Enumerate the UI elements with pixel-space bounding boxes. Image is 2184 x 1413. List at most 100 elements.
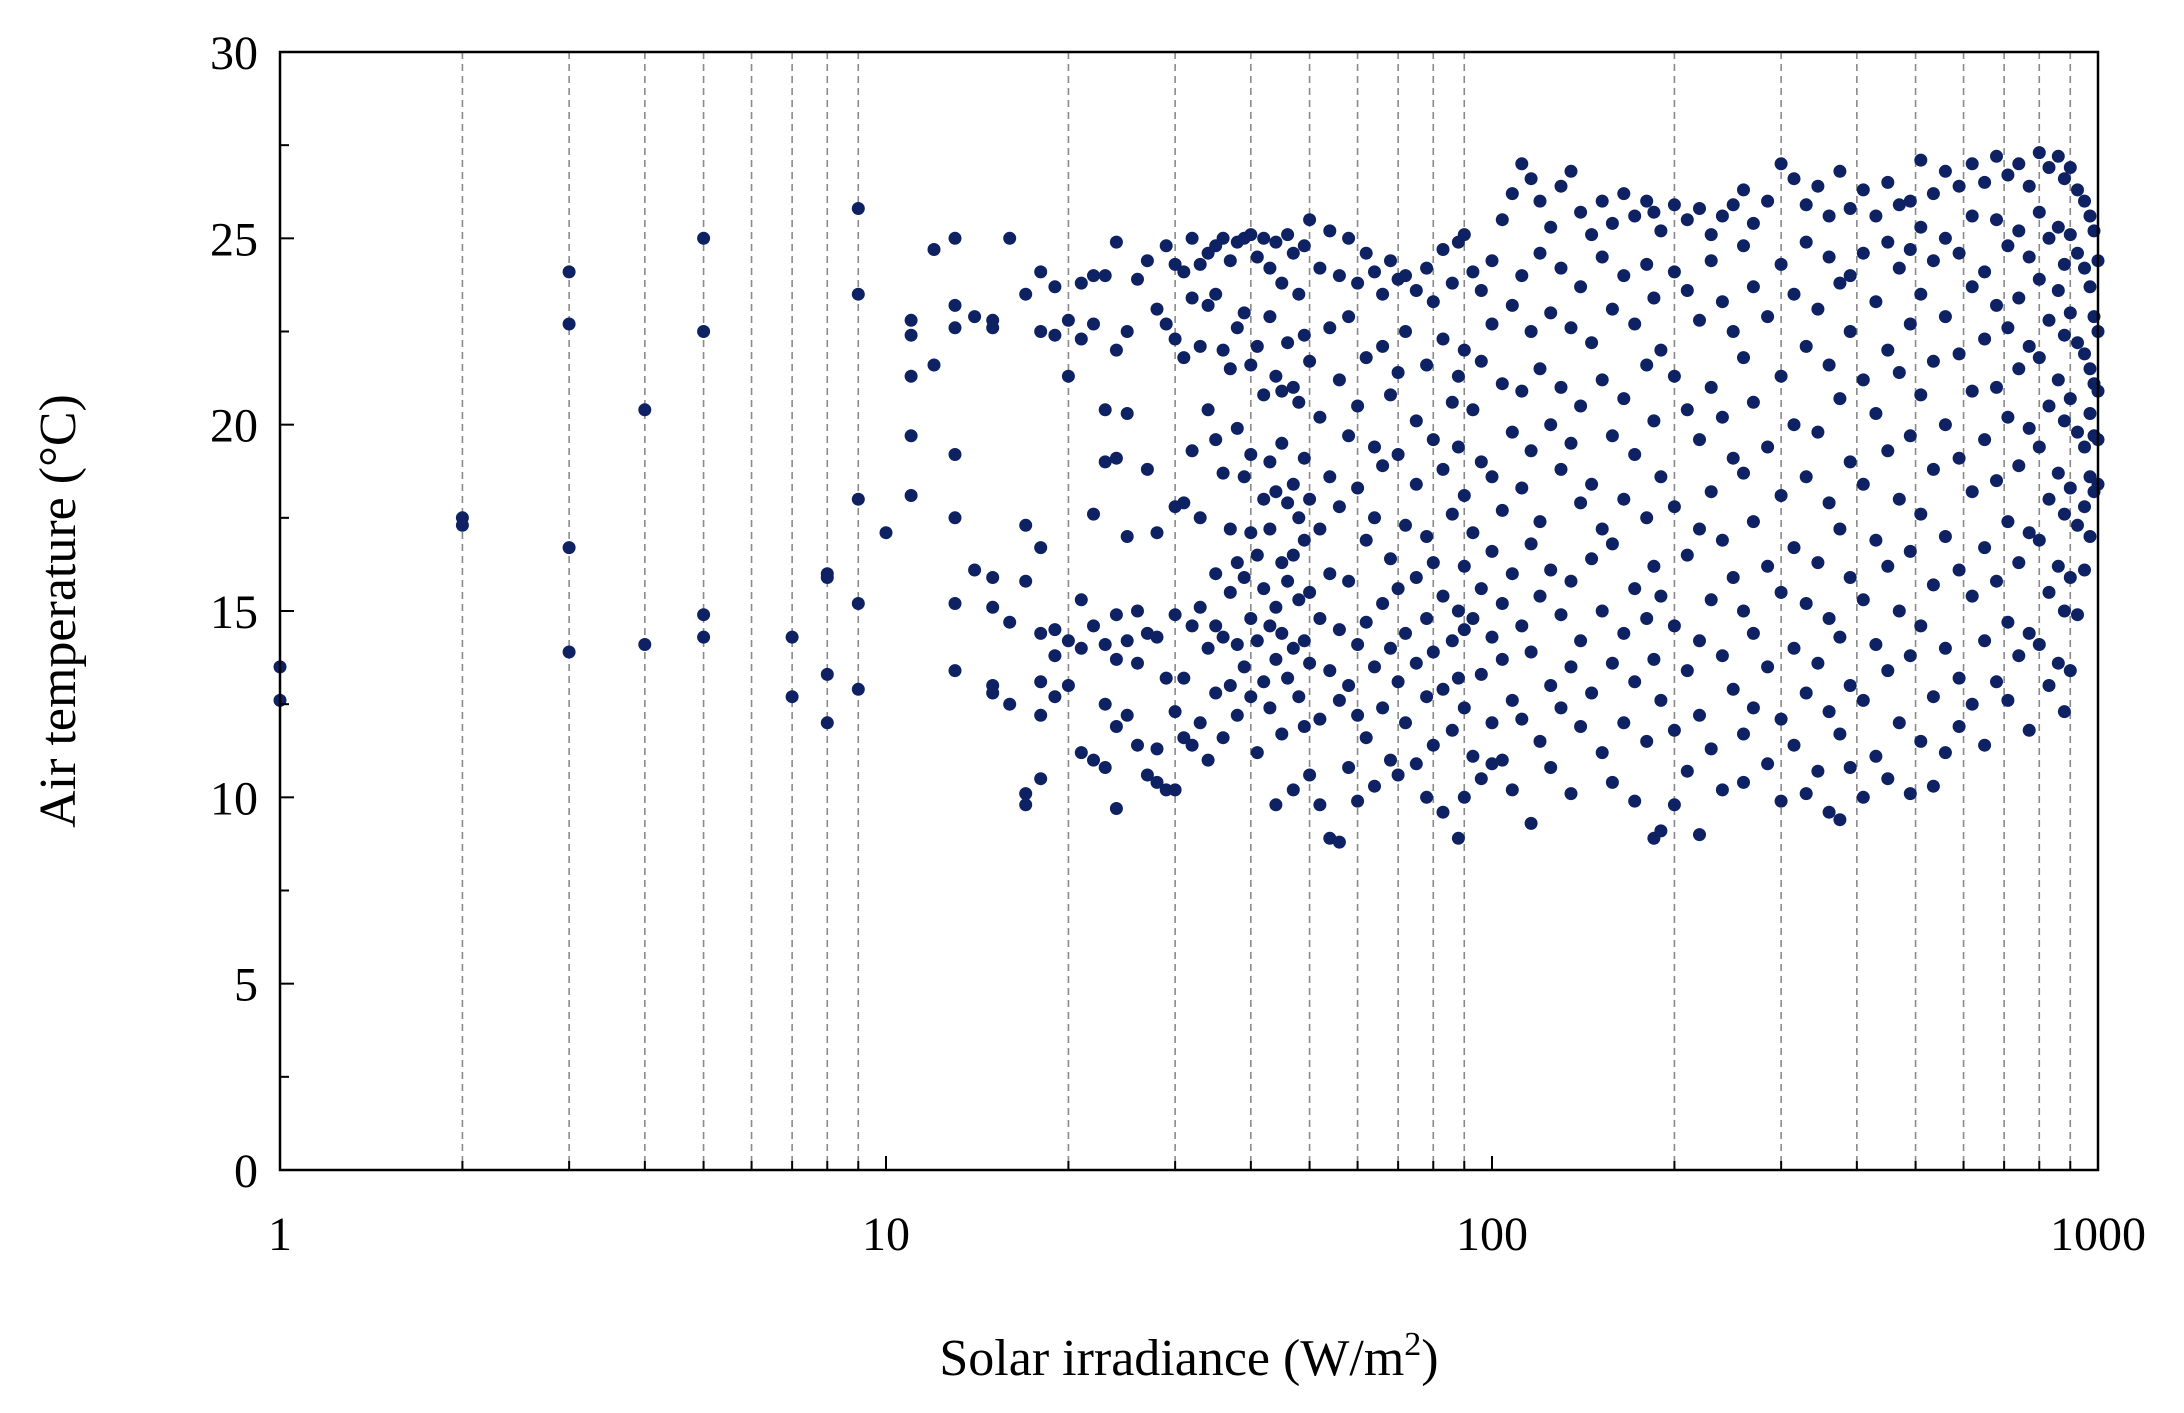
data-point <box>1926 254 1940 268</box>
data-point <box>1019 798 1033 812</box>
data-point <box>1201 403 1215 417</box>
data-point <box>1938 164 1952 178</box>
data-point <box>2063 306 2077 320</box>
data-point <box>1087 507 1100 521</box>
data-point <box>1019 787 1033 801</box>
data-point <box>1605 775 1619 789</box>
data-point <box>1533 362 1547 376</box>
data-point <box>1926 354 1940 368</box>
data-point <box>1617 492 1631 506</box>
data-point <box>1903 317 1917 331</box>
data-point <box>1048 690 1062 704</box>
data-point <box>1457 559 1471 573</box>
data-point <box>1505 187 1519 201</box>
data-point <box>1667 500 1681 514</box>
data-point <box>1978 175 1992 189</box>
data-point <box>1436 682 1450 696</box>
data-point <box>1595 373 1609 387</box>
data-point <box>986 600 1000 614</box>
data-point <box>1087 753 1100 767</box>
data-point <box>1445 507 1459 521</box>
data-point <box>2078 261 2091 275</box>
data-point <box>1843 679 1857 692</box>
data-point <box>1990 213 2003 227</box>
data-point <box>851 597 865 610</box>
data-point <box>1223 362 1237 376</box>
data-point <box>1237 660 1251 674</box>
data-point <box>1391 448 1405 461</box>
data-point <box>1585 336 1599 350</box>
data-point <box>1323 321 1337 335</box>
data-point <box>1269 235 1283 249</box>
data-point <box>1193 600 1207 614</box>
data-point <box>1952 671 1966 685</box>
data-point <box>562 541 576 555</box>
y-tick-label: 30 <box>210 27 258 80</box>
data-point <box>1654 824 1668 838</box>
data-point <box>1485 716 1499 730</box>
data-point <box>820 571 834 584</box>
data-point <box>2032 638 2046 651</box>
data-point <box>1445 276 1459 290</box>
data-point <box>1436 589 1450 603</box>
data-point <box>1726 325 1740 338</box>
data-point <box>1303 768 1317 782</box>
data-point <box>1263 522 1277 536</box>
data-point <box>1926 578 1940 592</box>
data-point <box>1342 231 1356 245</box>
data-point <box>1822 250 1836 264</box>
data-point <box>1292 511 1306 525</box>
data-point <box>1533 246 1547 260</box>
data-point <box>1667 798 1681 812</box>
data-point <box>1048 623 1062 637</box>
data-point <box>1926 779 1940 793</box>
data-point <box>2057 507 2071 521</box>
data-point <box>948 448 962 461</box>
data-point <box>1193 257 1207 271</box>
data-point <box>1693 634 1706 648</box>
data-point <box>1693 522 1706 536</box>
data-point <box>2083 362 2097 376</box>
data-point <box>986 321 1000 335</box>
data-point <box>1715 209 1729 223</box>
data-point <box>455 518 469 532</box>
x-tick-label: 1000 <box>2050 1208 2146 1261</box>
data-point <box>2032 146 2046 160</box>
data-point <box>1436 243 1450 256</box>
data-point <box>1544 306 1558 320</box>
data-point <box>1244 612 1258 625</box>
data-point <box>1359 246 1373 260</box>
data-point <box>1466 403 1480 417</box>
data-point <box>1193 339 1207 353</box>
data-point <box>1109 720 1123 733</box>
data-point <box>1342 679 1356 692</box>
data-point <box>1140 768 1154 782</box>
data-point <box>851 492 865 506</box>
data-point <box>1833 630 1847 644</box>
y-tick-label: 5 <box>234 959 258 1012</box>
data-point <box>1457 790 1471 804</box>
data-point <box>1952 451 1966 465</box>
data-point <box>1351 481 1365 495</box>
data-point <box>1230 638 1244 651</box>
data-point <box>1774 712 1788 726</box>
data-point <box>1391 675 1405 689</box>
data-point <box>2042 313 2056 327</box>
data-point <box>1426 295 1440 309</box>
data-point <box>1737 183 1750 197</box>
data-point <box>1833 813 1847 827</box>
data-point <box>879 526 893 540</box>
data-point <box>1843 455 1857 469</box>
data-point <box>1952 246 1966 260</box>
data-point <box>1787 172 1801 186</box>
data-point <box>1704 228 1718 242</box>
data-point <box>1074 593 1088 607</box>
data-point <box>1495 753 1509 767</box>
data-point <box>1216 731 1230 745</box>
data-point <box>1737 727 1750 741</box>
data-point <box>1628 794 1642 808</box>
data-point <box>2032 351 2046 365</box>
data-point <box>1544 418 1558 432</box>
data-point <box>1275 276 1289 290</box>
data-point <box>1168 257 1182 271</box>
